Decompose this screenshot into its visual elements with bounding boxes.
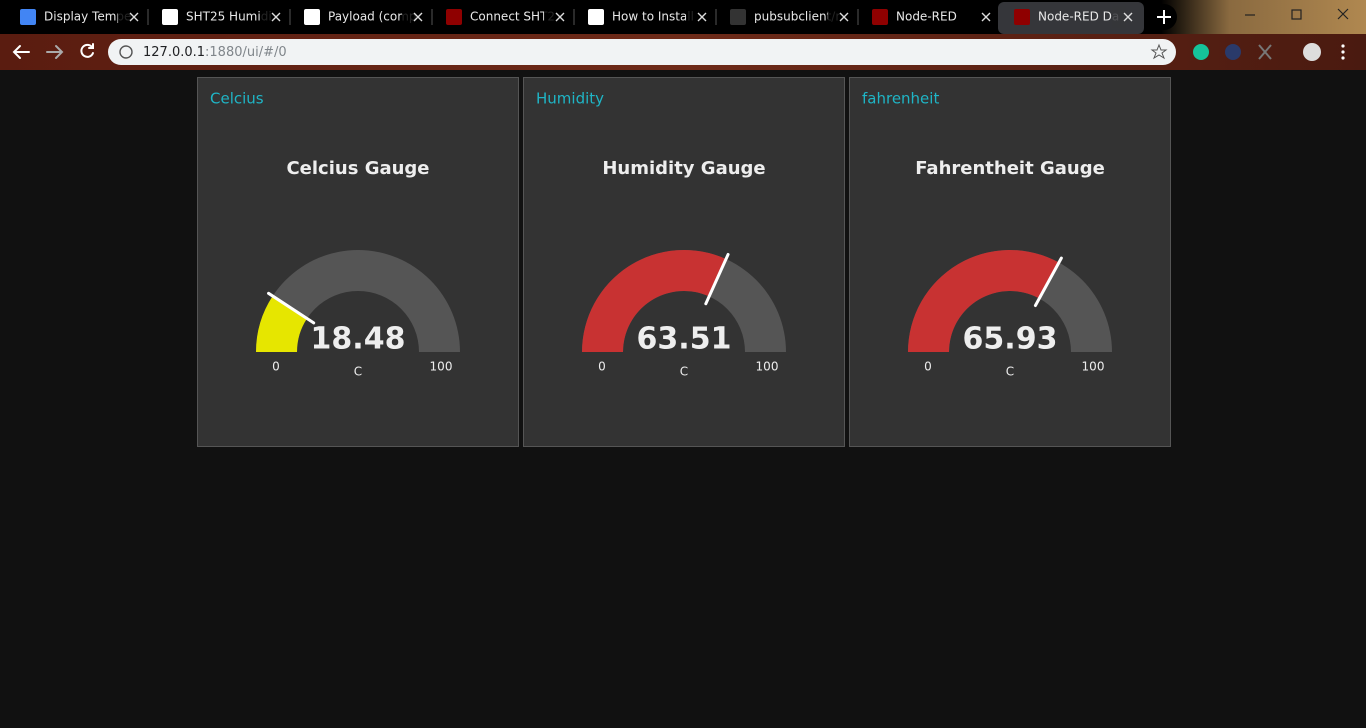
- gauge-needle: [1033, 256, 1063, 307]
- info-icon[interactable]: [119, 45, 133, 59]
- group-card: Humidity Humidity Gauge 63.51 0 100 C: [523, 77, 845, 447]
- gauge-min: 0: [598, 360, 606, 374]
- gauge-value-arc: [582, 249, 727, 352]
- gauge-value: 63.51: [637, 322, 732, 357]
- gauge-needle: [704, 252, 730, 306]
- gauge-needle: [267, 291, 316, 325]
- reload-button[interactable]: [80, 43, 94, 58]
- gauge-unit: C: [680, 365, 688, 379]
- tab-fade: [260, 6, 274, 28]
- tab-fade: [544, 6, 558, 28]
- tab-background: [998, 2, 1144, 34]
- back-button[interactable]: [12, 45, 30, 59]
- gauge-title: Humidity Gauge: [602, 158, 765, 179]
- gauge-title: Fahrentheit Gauge: [915, 158, 1105, 179]
- tab-fade: [828, 6, 842, 28]
- tab-favicon: [588, 9, 604, 25]
- extension-k[interactable]: [1225, 44, 1241, 60]
- url: 127.0.0.1:1880/ui/#/0: [143, 45, 287, 60]
- tab-close[interactable]: [413, 12, 423, 22]
- group-title: Humidity: [536, 90, 604, 108]
- tab-favicon: [162, 9, 178, 25]
- extension-grammarly[interactable]: [1193, 44, 1209, 60]
- tab-fade: [118, 6, 132, 28]
- gauge-min: 0: [272, 360, 280, 374]
- tabs: Display Tempe SHT25 Humidi Payload (comp Co…: [20, 2, 1144, 34]
- tab-favicon: [872, 9, 888, 25]
- tab-favicon: [730, 9, 746, 25]
- gauge-value-arc: [908, 250, 1059, 352]
- tab[interactable]: Payload (comp: [289, 6, 423, 28]
- tab-favicon: [1014, 9, 1030, 25]
- tab-close[interactable]: [271, 12, 281, 22]
- profile-avatar[interactable]: [1303, 43, 1321, 61]
- forward-button[interactable]: [46, 45, 64, 59]
- gauge-max: 100: [1082, 360, 1105, 374]
- group-title: fahrenheit: [862, 90, 939, 108]
- tab-close[interactable]: [555, 12, 565, 22]
- group-card: fahrenheit Fahrentheit Gauge 65.93 0 100 C: [849, 77, 1171, 447]
- tab-favicon: [446, 9, 462, 25]
- extension-x[interactable]: [1258, 44, 1272, 60]
- tab[interactable]: How to Install: [573, 6, 707, 28]
- gauge-unit: C: [1006, 365, 1014, 379]
- tab-close[interactable]: [697, 12, 707, 22]
- tab-close[interactable]: [981, 12, 991, 22]
- tab-close[interactable]: [1123, 12, 1133, 22]
- tab-title: Node-RED Da: [1038, 10, 1119, 24]
- tab[interactable]: Display Tempe: [20, 6, 139, 28]
- group-card: Celcius Celcius Gauge 18.48 0 100 C: [197, 77, 519, 447]
- tab-close[interactable]: [129, 12, 139, 22]
- gauge-min: 0: [924, 360, 932, 374]
- tab-fade: [1112, 6, 1126, 28]
- tab-title: How to Install: [612, 10, 694, 24]
- menu-button[interactable]: [1341, 44, 1345, 60]
- tab[interactable]: Node-RED Da: [998, 2, 1144, 34]
- group-title: Celcius: [210, 90, 264, 108]
- tab-favicon: [20, 9, 36, 25]
- tab-title: pubsubclient/r: [754, 10, 840, 24]
- tab-title: Connect SHT2: [470, 10, 555, 24]
- gauge-value-arc: [256, 296, 307, 352]
- tab-title: Display Tempe: [44, 10, 131, 24]
- tab[interactable]: pubsubclient/r: [715, 6, 849, 28]
- tab-title: Payload (comp: [328, 10, 417, 24]
- gauge-value: 65.93: [963, 322, 1058, 357]
- gauge-unit: C: [354, 365, 362, 379]
- window-controls[interactable]: [1245, 8, 1349, 20]
- new-tab-button[interactable]: [1151, 4, 1177, 30]
- address-bar[interactable]: [108, 39, 1176, 65]
- tab-title: Node-RED: [896, 10, 957, 24]
- tab[interactable]: Connect SHT2: [431, 6, 565, 28]
- tab-fade: [402, 6, 416, 28]
- gauge-max: 100: [756, 360, 779, 374]
- gauge-title: Celcius Gauge: [286, 158, 429, 179]
- gauge-value: 18.48: [311, 322, 406, 357]
- tab-close[interactable]: [839, 12, 849, 22]
- gauge-track: [256, 250, 460, 352]
- bookmark-star[interactable]: [1150, 43, 1168, 60]
- tab-favicon: [304, 9, 320, 25]
- tab-fade: [686, 6, 700, 28]
- tab[interactable]: SHT25 Humidi: [147, 6, 281, 28]
- tab-fade: [970, 6, 984, 28]
- tab[interactable]: Node-RED: [857, 6, 991, 28]
- gauge-max: 100: [430, 360, 453, 374]
- tab-title: SHT25 Humidi: [186, 10, 272, 24]
